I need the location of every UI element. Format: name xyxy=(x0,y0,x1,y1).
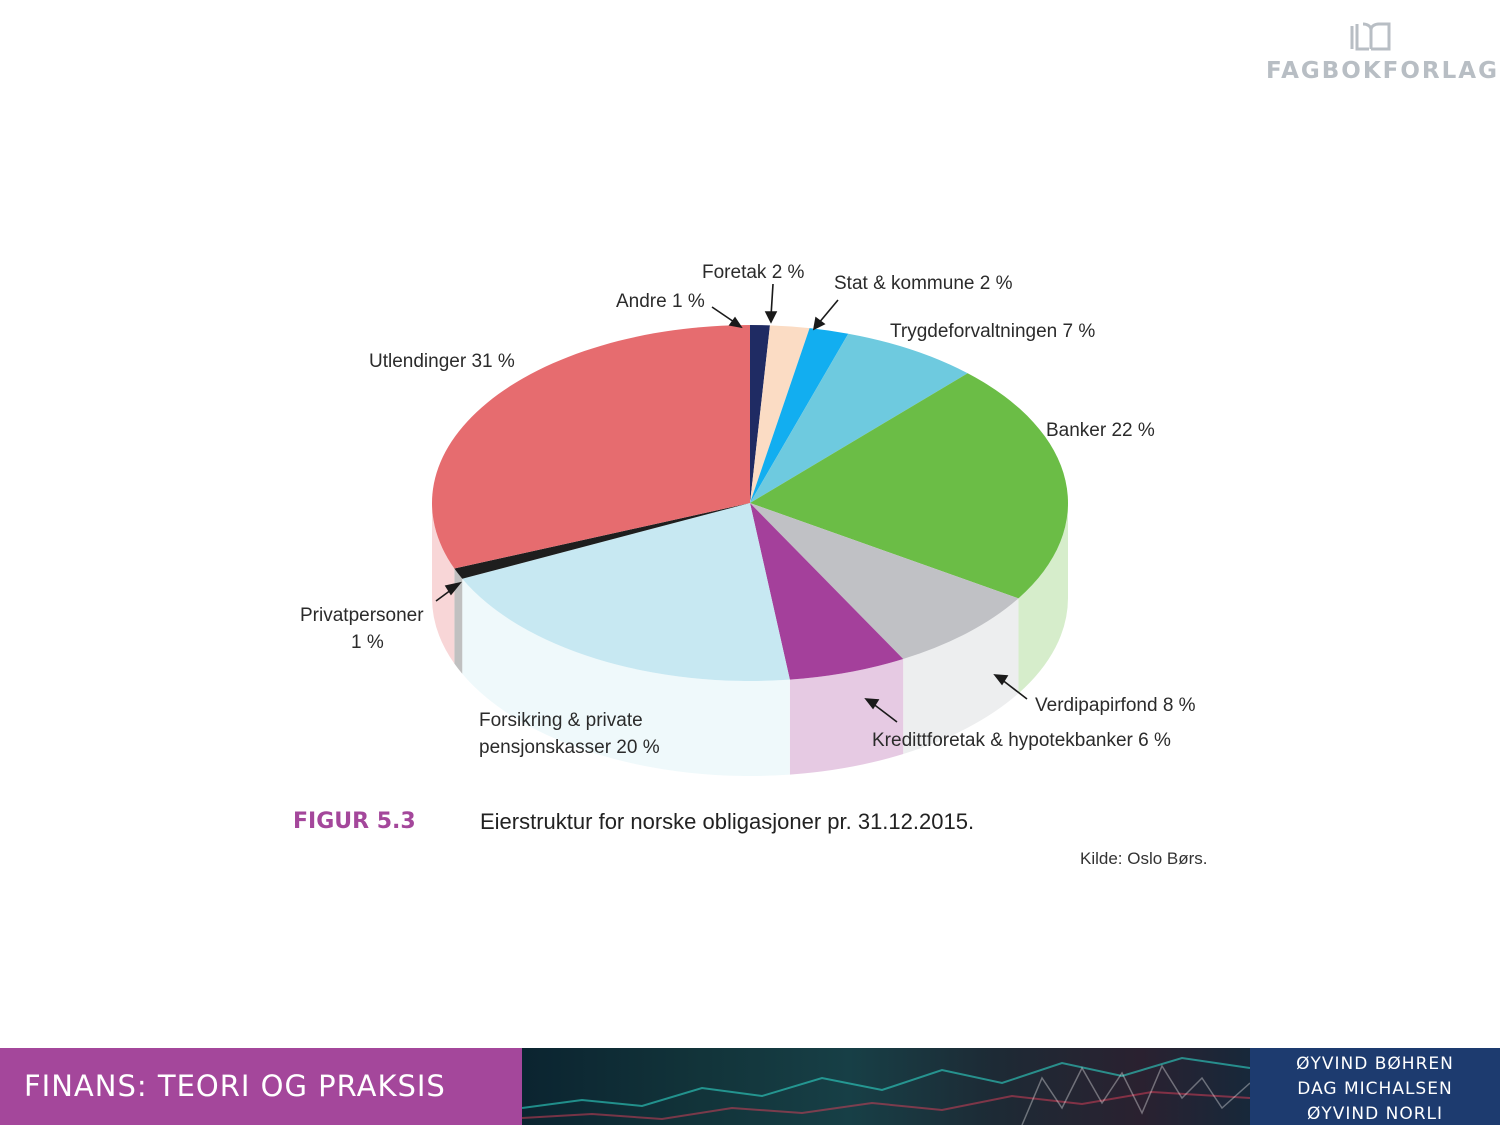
arrowhead-verdipapirfond xyxy=(993,674,1009,686)
label-foretak: Foretak 2 % xyxy=(702,262,805,283)
label-verdipapirfond: Verdipapirfond 8 % xyxy=(1035,695,1196,716)
pie-side-banker-22 xyxy=(1018,503,1068,694)
pie-sides xyxy=(432,503,1068,776)
pie-slice-forsikring-private-pensjonskasser-20 xyxy=(462,503,790,681)
pie-slice-trygdeforvaltningen-7 xyxy=(750,333,968,503)
pie-slice-privatpersoner-1 xyxy=(454,503,750,579)
arrowhead-foretak xyxy=(764,311,778,324)
slice-labels: Foretak 2 % Andre 1 % Stat & kommune 2 %… xyxy=(300,262,1196,758)
book-title: FINANS: TEORI OG PRAKSIS xyxy=(0,1048,522,1125)
arrowhead-kredittforetak xyxy=(864,698,880,710)
pie-slice-utlendinger-31 xyxy=(432,325,750,569)
pie-slice-stat-kommune-2 xyxy=(750,328,849,503)
label-arrows xyxy=(435,283,1028,723)
author-name: DAG MICHALSEN xyxy=(1297,1079,1453,1099)
figure-number: FIGUR 5.3 xyxy=(293,809,416,834)
label-andre: Andre 1 % xyxy=(616,291,705,312)
author-name: ØYVIND NORLI xyxy=(1306,1104,1443,1124)
publisher-logo: FAGBOKFORLAGET xyxy=(1266,22,1500,102)
pie-side-utlendinger-31 xyxy=(432,503,455,664)
stock-graph-decoration xyxy=(522,1056,1250,1125)
label-privatpersoner-line2: 1 % xyxy=(351,632,384,653)
pie-slice-foretak-2 xyxy=(750,325,810,503)
arrowhead-andre xyxy=(728,316,743,329)
pie-side-kredittforetak-hypotekbanker-6 xyxy=(789,658,904,775)
label-utlendinger: Utlendinger 31 % xyxy=(369,351,515,372)
pie-side-forsikring-private-pensjonskasser-20 xyxy=(462,578,790,776)
pie-top xyxy=(432,325,1068,681)
figure-caption: Eierstruktur for norske obligasjoner pr.… xyxy=(480,809,974,834)
pie-slice-banker-22 xyxy=(750,373,1068,599)
arrowhead-stat xyxy=(812,316,826,331)
author-list: ØYVIND BØHREN DAG MICHALSEN ØYVIND NORLI xyxy=(1250,1048,1500,1125)
label-stat-kommune: Stat & kommune 2 % xyxy=(834,273,1013,294)
footer-banner: FINANS: TEORI OG PRAKSIS ØYVIND BØHREN D… xyxy=(0,1048,1500,1125)
author-name: ØYVIND BØHREN xyxy=(1296,1054,1454,1074)
label-privatpersoner-line1: Privatpersoner xyxy=(300,605,424,626)
pie-side-privatpersoner-1 xyxy=(454,568,463,674)
ownership-pie-chart: Foretak 2 % Andre 1 % Stat & kommune 2 %… xyxy=(293,262,1208,868)
label-banker: Banker 22 % xyxy=(1046,420,1155,441)
arrow-stat xyxy=(817,299,839,325)
arrow-kredittforetak xyxy=(871,702,898,723)
arrow-foretak xyxy=(770,283,774,317)
arrowhead-privatpersoner xyxy=(444,581,463,596)
book-icon xyxy=(1350,22,1391,51)
arrow-verdipapirfond xyxy=(1000,678,1028,700)
label-trygdeforvaltningen: Trygdeforvaltningen 7 % xyxy=(890,321,1095,342)
pie-slice-andre-1 xyxy=(750,325,770,503)
pie-side-verdipapirfond-8 xyxy=(903,598,1019,754)
figure-source: Kilde: Oslo Børs. xyxy=(1080,849,1208,868)
label-kredittforetak: Kredittforetak & hypotekbanker 6 % xyxy=(872,730,1171,751)
label-forsikring-line1: Forsikring & private xyxy=(479,710,643,731)
label-forsikring-line2: pensjonskasser 20 % xyxy=(479,737,660,758)
pie-slice-verdipapirfond-8 xyxy=(750,503,1019,659)
pie-slice-kredittforetak-hypotekbanker-6 xyxy=(750,503,904,680)
footer-decorative-image xyxy=(522,1048,1250,1125)
publisher-name: FAGBOKFORLAGET xyxy=(1266,58,1500,84)
